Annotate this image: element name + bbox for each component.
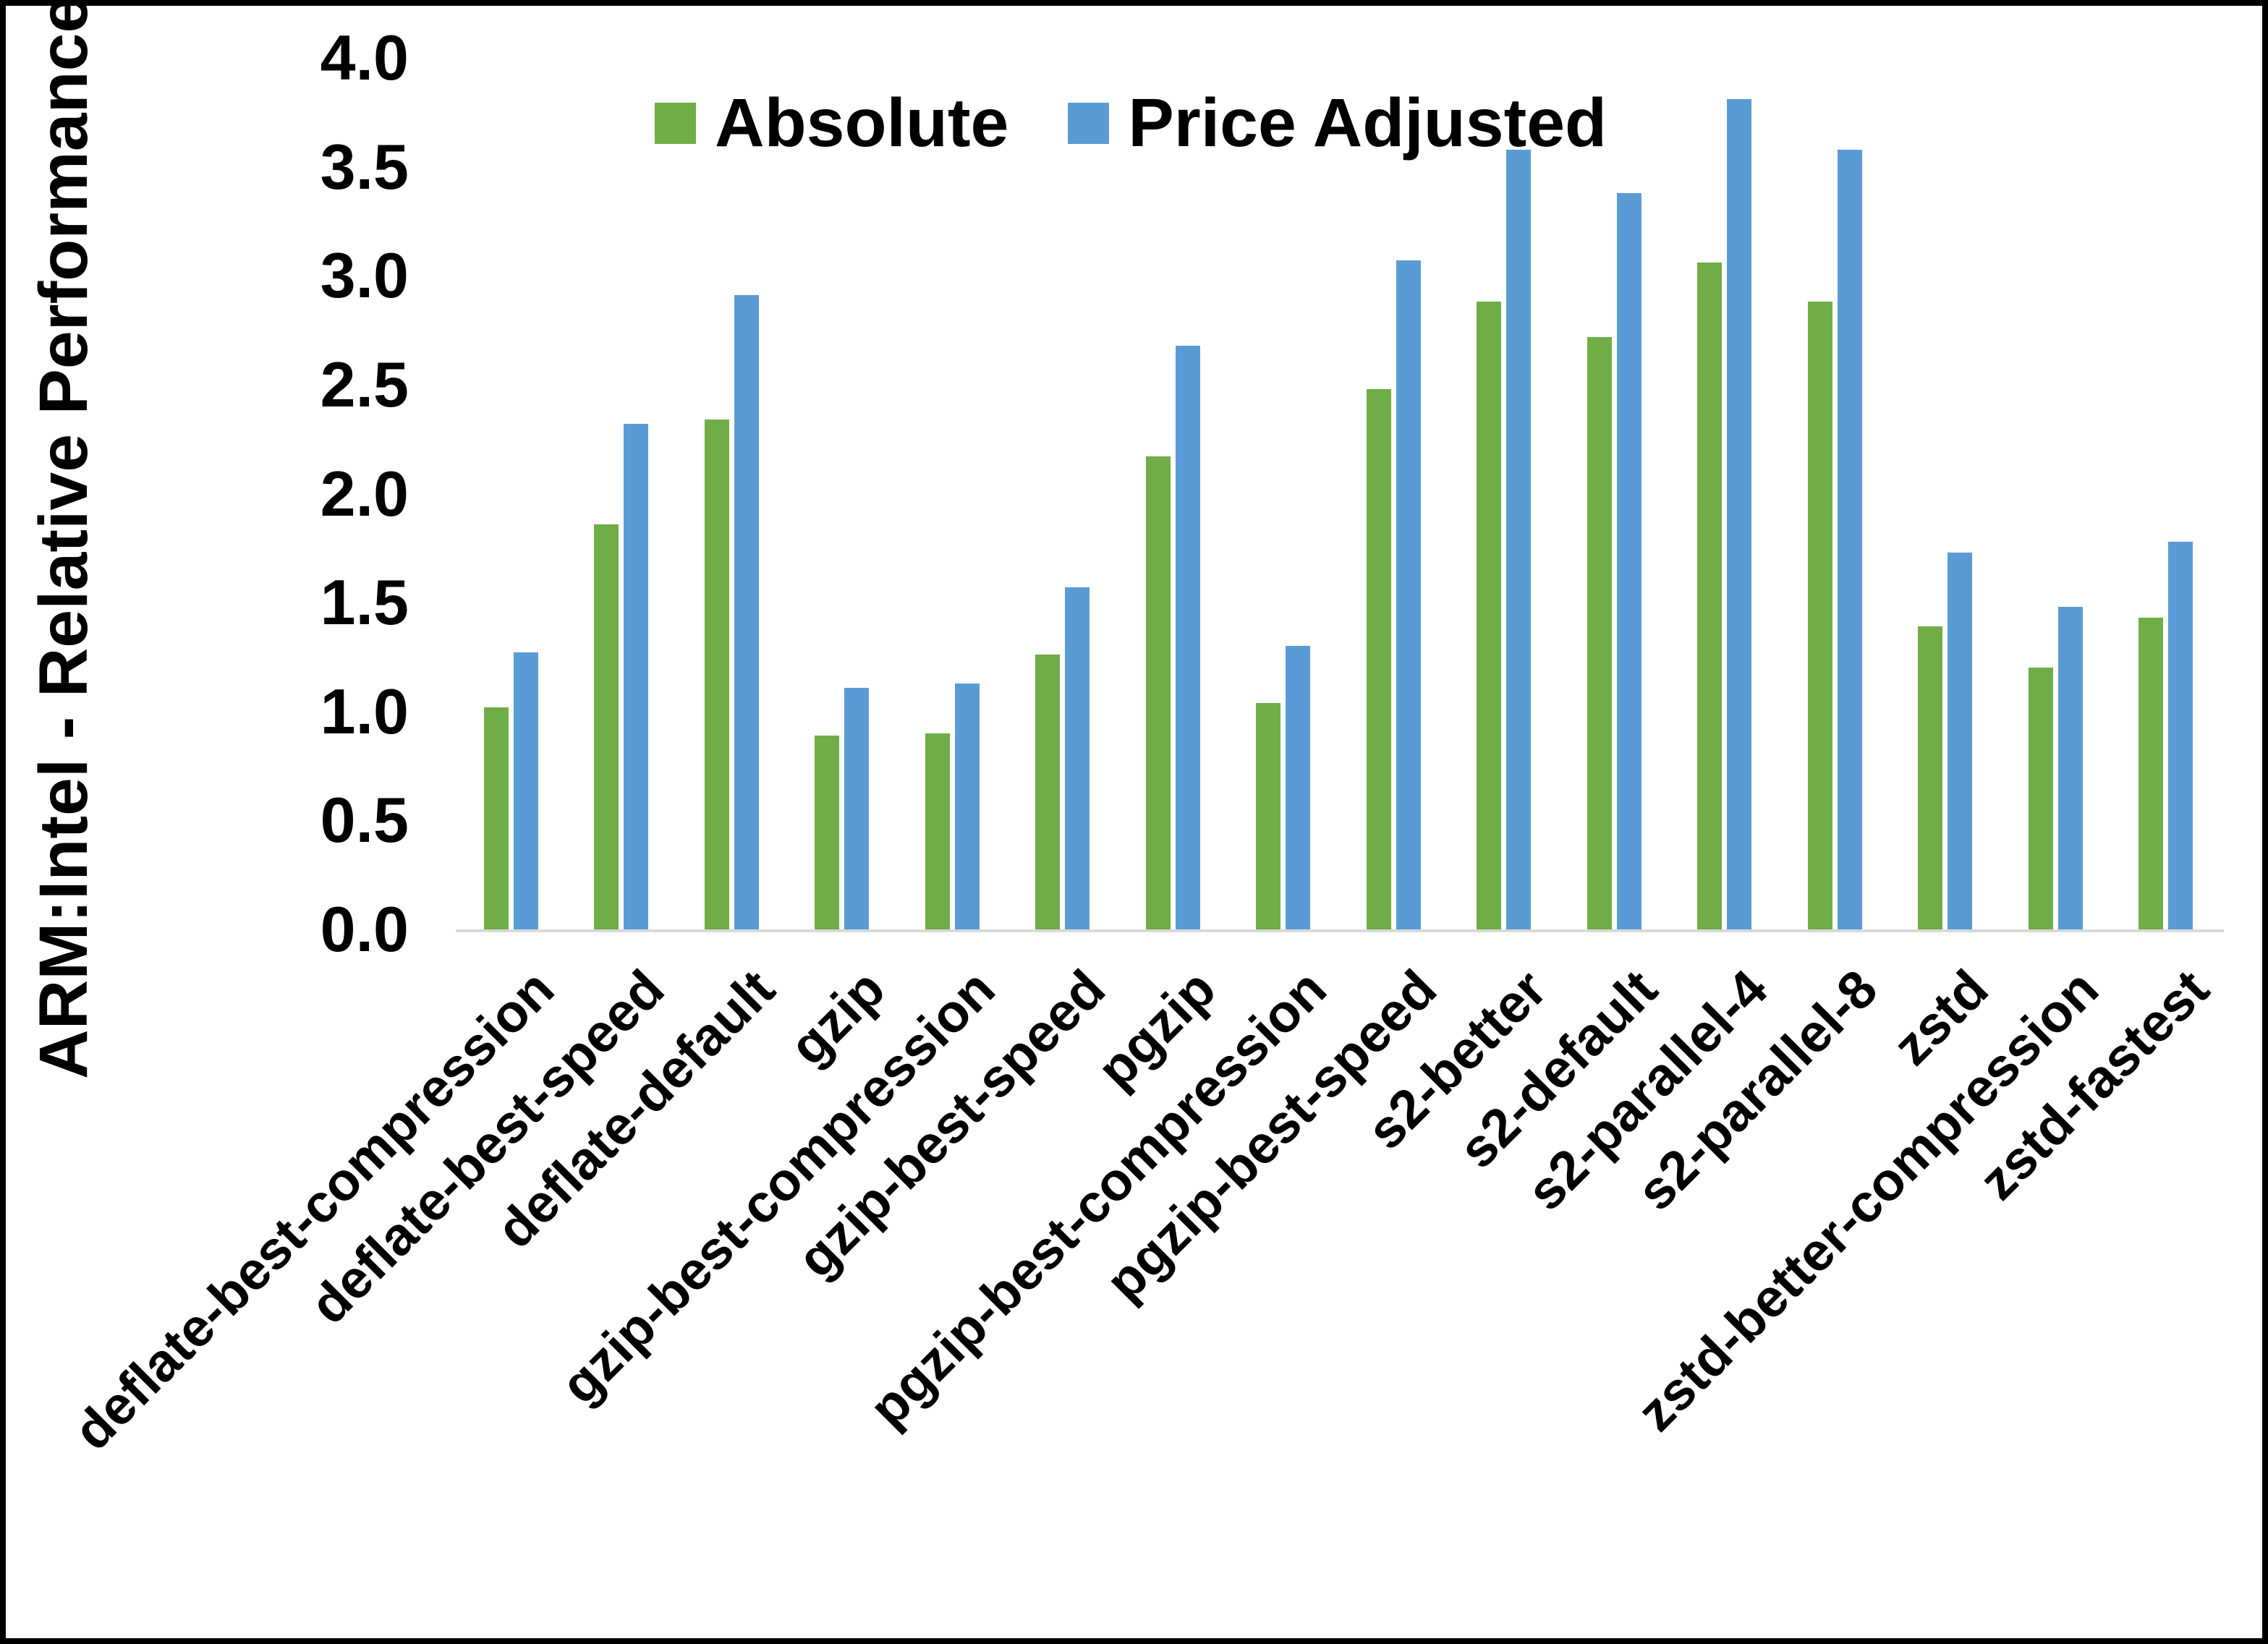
bar-absolute-s2-better [1477,302,1502,929]
bar-price-adjusted-deflate-best-speed [624,424,649,929]
bar-price-adjusted-s2-better [1506,150,1532,929]
x-axis-line [456,929,2224,932]
bar-absolute-s2-parallel-8 [1807,302,1832,929]
y-axis-tick-label: 2.5 [320,348,409,420]
bar-absolute-zstd-fastest [2139,618,2164,929]
bar-absolute-deflate-best-speed [594,524,619,929]
x-axis-category-label: deflate-best-compression [61,958,565,1462]
bar-absolute-pgzip-best-compression [1256,703,1281,929]
bar-price-adjusted-gzip-best-compression [954,683,980,929]
bar-price-adjusted-deflate-best-compression [513,652,538,929]
bar-price-adjusted-s2-parallel-8 [1837,150,1862,929]
legend-item-price-adjusted: Price Adjusted [1068,87,1607,159]
bar-absolute-gzip-best-compression [925,733,950,929]
legend-label-price-adjusted: Price Adjusted [1128,85,1607,161]
y-axis-tick-label: 4.0 [320,22,409,93]
bar-price-adjusted-zstd-fastest [2168,542,2193,929]
y-axis-tick-label: 2.0 [320,457,409,529]
bar-price-adjusted-deflate-default [734,295,759,929]
bar-price-adjusted-pgzip [1175,346,1200,929]
y-axis-tick-label: 0.5 [320,784,409,856]
bar-absolute-zstd [1918,626,1943,929]
bar-price-adjusted-gzip [844,688,870,929]
bar-absolute-zstd-better-compression [2028,668,2053,929]
legend-item-absolute: Absolute [655,87,1008,159]
bar-absolute-s2-default [1587,337,1612,929]
bar-price-adjusted-gzip-best-speed [1065,587,1090,929]
bar-price-adjusted-pgzip-best-compression [1286,646,1311,929]
bar-absolute-deflate-best-compression [483,707,509,929]
bar-absolute-deflate-default [704,419,729,929]
legend: Absolute Price Adjusted [655,87,1607,159]
y-axis-tick-label: 1.5 [320,566,409,639]
y-axis-tick-label: 3.0 [320,239,409,312]
bar-price-adjusted-zstd-better-compression [2057,607,2083,929]
legend-label-absolute: Absolute [715,85,1009,161]
bar-price-adjusted-s2-parallel-4 [1727,99,1752,929]
y-axis-tick-label: 0.0 [320,893,409,965]
y-axis-tick-label: 1.0 [320,675,409,747]
bar-absolute-gzip-best-speed [1035,655,1061,929]
y-axis-title: ARM:Intel - Relative Performance [25,0,102,1079]
legend-swatch-absolute [655,102,696,144]
bar-price-adjusted-zstd [1948,553,1973,929]
bar-absolute-pgzip-best-speed [1366,389,1391,929]
bar-absolute-gzip [815,736,840,929]
legend-swatch-price-adjusted [1068,102,1110,144]
bar-price-adjusted-s2-default [1616,193,1641,929]
y-axis-tick-label: 3.5 [320,130,409,203]
bar-absolute-pgzip [1145,456,1171,929]
bar-price-adjusted-pgzip-best-speed [1396,260,1421,929]
bar-absolute-s2-parallel-4 [1697,263,1723,929]
